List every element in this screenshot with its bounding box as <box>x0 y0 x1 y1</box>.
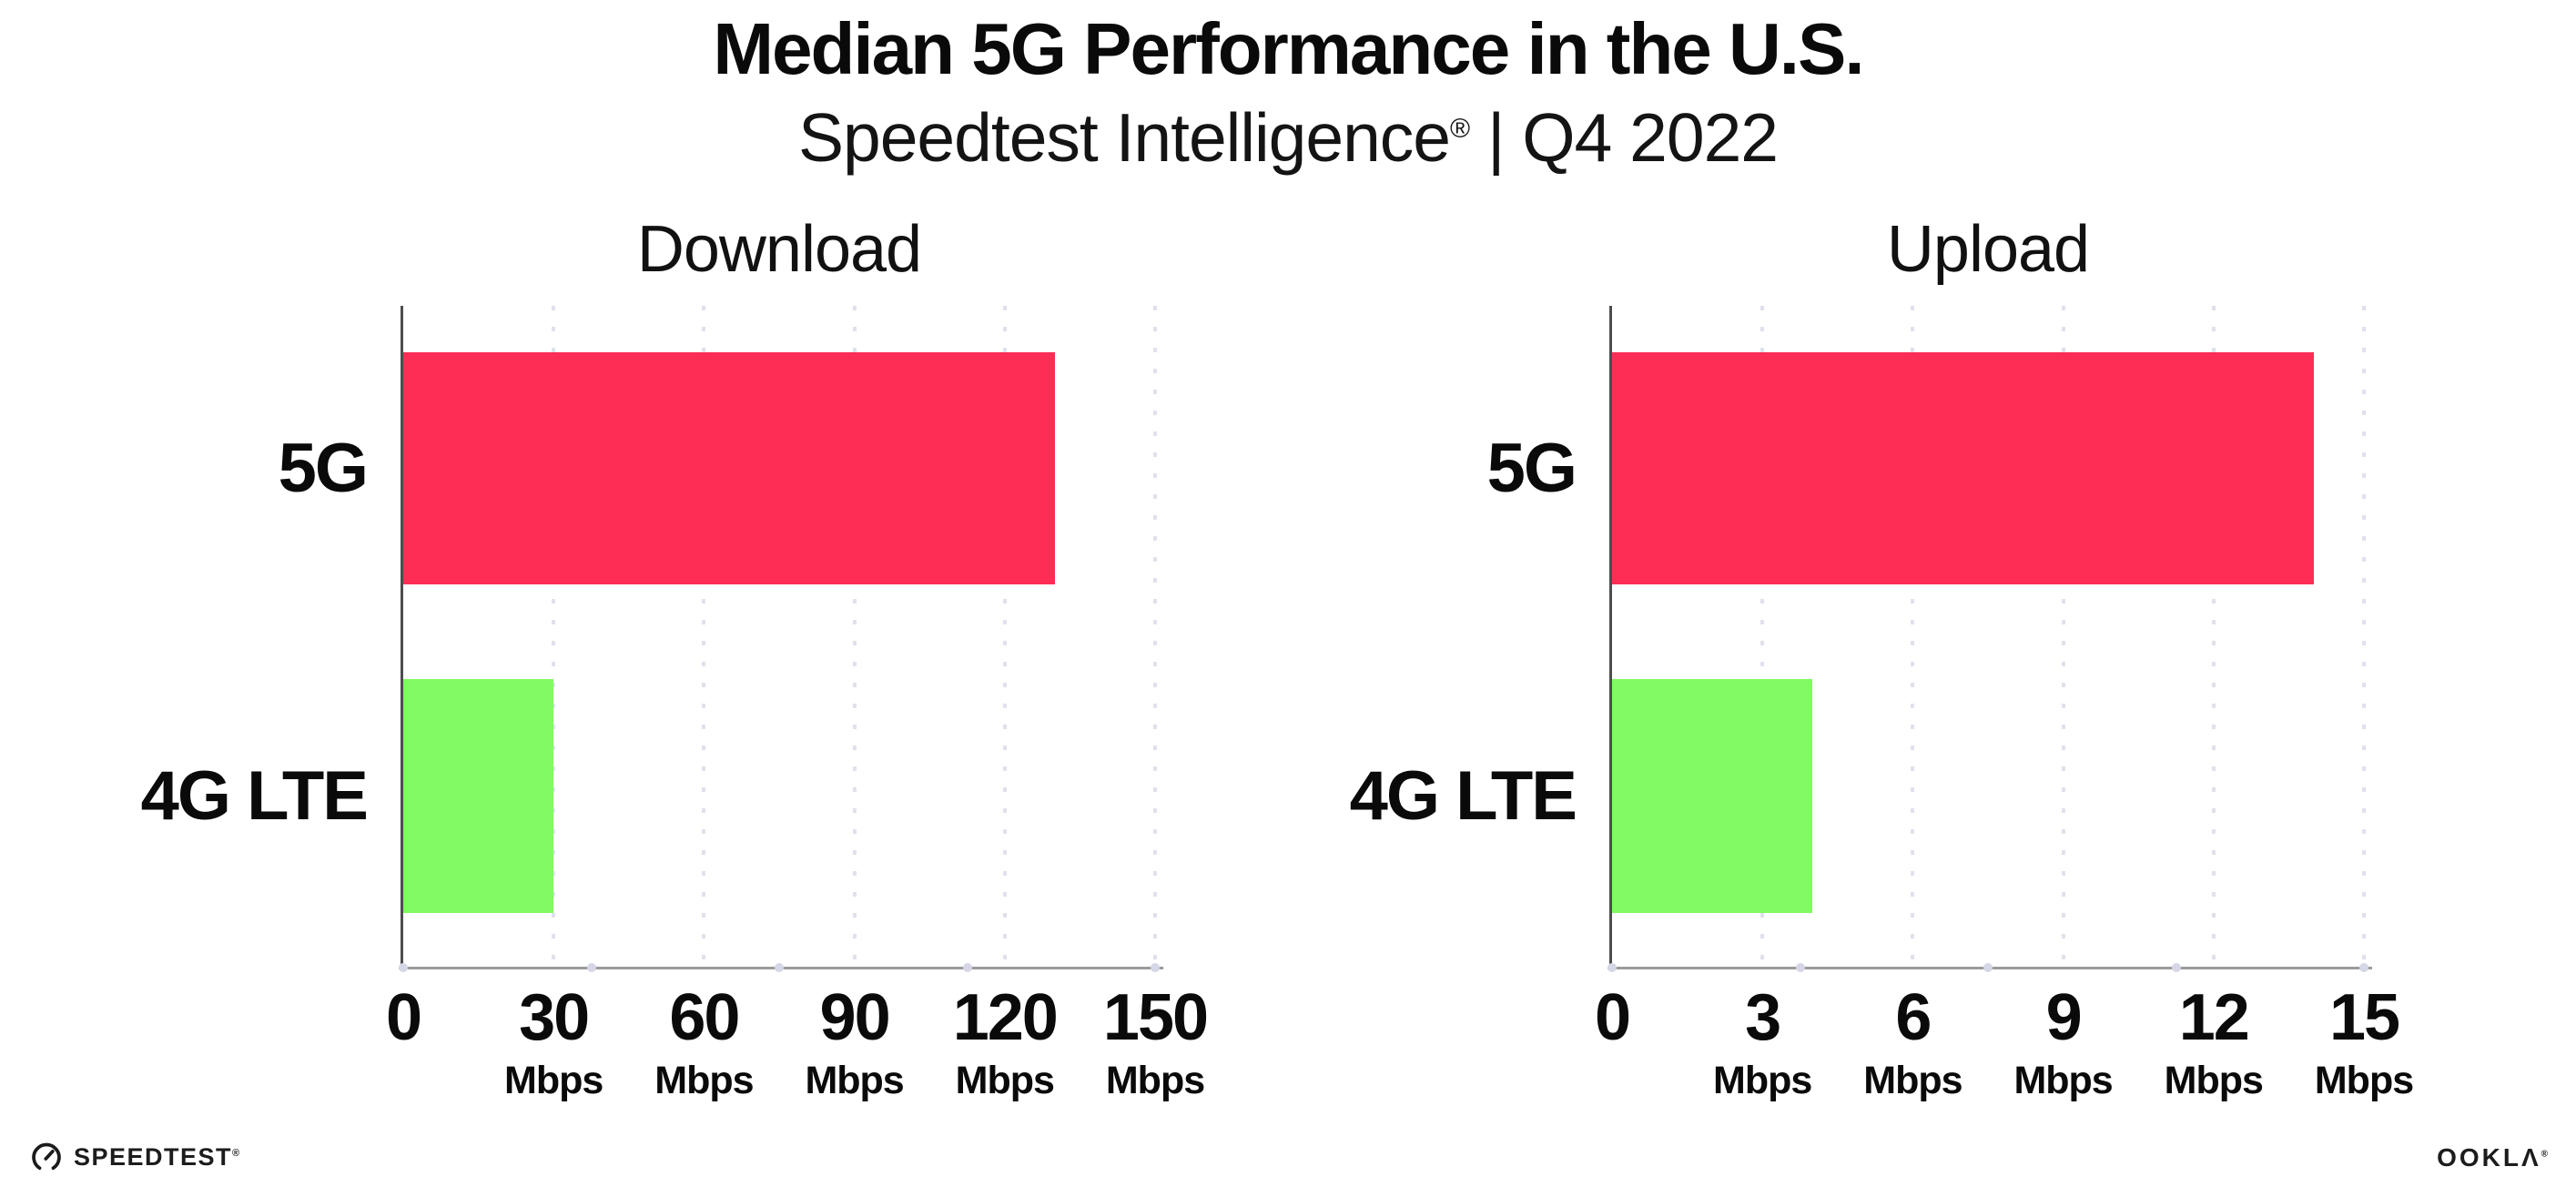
x-tick-value: 9 <box>2045 981 2083 1054</box>
x-tick-value: 90 <box>819 981 891 1054</box>
page-title: Median 5G Performance in the U.S. <box>713 8 1864 89</box>
x-tick-unit: Mbps <box>1713 1058 1812 1102</box>
x-tick-6: 6 Mbps <box>1826 981 1999 1102</box>
bar-label-5g: 5G <box>1486 430 1577 507</box>
axis-quarter-dot <box>1983 963 1993 972</box>
speedtest-logo: SPEEDTEST® <box>31 1140 241 1174</box>
x-tick-60: 60 Mbps <box>617 981 790 1102</box>
axis-quarter-dot <box>1795 963 1805 972</box>
x-tick-unit <box>1526 1061 1699 1101</box>
x-tick-unit: Mbps <box>1863 1058 1962 1102</box>
x-tick-0: 0 <box>317 981 490 1101</box>
axis-quarter-dot <box>775 963 784 972</box>
gridline-15-Mbps <box>2362 306 2366 968</box>
axis-quarter-dot <box>962 963 972 972</box>
subtitle-brand: Speedtest Intelligence <box>797 99 1451 176</box>
download-chart-panel: Download 5G 4G LTE 0 30 Mbps 60 Mbps 90 Mbps 120 M… <box>141 217 1209 1100</box>
gridline-9-Mbps <box>2061 306 2065 968</box>
x-tick-value: 0 <box>1594 981 1631 1054</box>
subtitle-period: | Q4 2022 <box>1469 99 1779 176</box>
axis-quarter-dot <box>586 963 596 972</box>
upload-chart-panel: Upload 5G 4G LTE 0 3 Mbps 6 Mbps 9 Mbps 12 Mbps 15 M… <box>1350 217 2415 1100</box>
axis-quarter-dot <box>2359 963 2368 972</box>
x-tick-9: 9 Mbps <box>1977 981 2150 1102</box>
gridline-90-Mbps <box>852 306 857 968</box>
bar-4g-lte <box>1612 679 1813 913</box>
x-tick-value: 120 <box>952 981 1059 1054</box>
ookla-logo: OOKLΛ® <box>2437 1145 2551 1171</box>
y-axis-line <box>401 306 403 970</box>
chart-title-upload: Upload <box>1886 213 2090 286</box>
gridline-150-Mbps <box>1153 306 1157 968</box>
gridline-30-Mbps <box>552 306 556 968</box>
x-tick-value: 30 <box>519 981 590 1054</box>
x-tick-3: 3 Mbps <box>1676 981 1849 1102</box>
y-axis-line <box>1609 306 1612 970</box>
x-tick-value: 150 <box>1102 981 1209 1054</box>
axis-quarter-dot <box>1607 963 1617 972</box>
x-tick-unit: Mbps <box>2164 1058 2264 1102</box>
x-tick-unit <box>317 1061 490 1101</box>
x-tick-unit: Mbps <box>2314 1058 2414 1102</box>
x-tick-unit: Mbps <box>1105 1058 1205 1102</box>
bar-label-4g-lte: 4G LTE <box>1349 757 1577 835</box>
axis-quarter-dot <box>1151 963 1160 972</box>
x-tick-unit: Mbps <box>504 1058 603 1102</box>
x-tick-value: 6 <box>1895 981 1932 1054</box>
gridline-6-Mbps <box>1911 306 1915 968</box>
speedtest-wordmark-text: SPEEDTEST <box>74 1142 233 1171</box>
x-tick-value: 0 <box>385 981 422 1054</box>
gridline-12-Mbps <box>2211 306 2216 968</box>
x-tick-unit: Mbps <box>2013 1058 2113 1102</box>
x-tick-value: 12 <box>2178 981 2250 1054</box>
bar-label-5g: 5G <box>278 430 369 507</box>
bar-5g <box>403 352 1055 584</box>
gridline-3-Mbps <box>1760 306 1765 968</box>
x-tick-30: 30 Mbps <box>467 981 640 1102</box>
bar-label-4g-lte: 4G LTE <box>140 757 369 835</box>
speedtest-wordmark: SPEEDTEST® <box>74 1142 241 1171</box>
speedtest-gauge-icon <box>31 1141 62 1172</box>
x-tick-value: 3 <box>1745 981 1781 1054</box>
axis-quarter-dot <box>2171 963 2181 972</box>
chart-title-download: Download <box>636 213 922 286</box>
x-tick-15: 15 Mbps <box>2277 981 2450 1102</box>
x-tick-120: 120 Mbps <box>918 981 1091 1102</box>
x-tick-unit: Mbps <box>955 1058 1055 1102</box>
gridline-60-Mbps <box>702 306 706 968</box>
x-tick-0: 0 <box>1526 981 1699 1101</box>
gridline-120-Mbps <box>1002 306 1007 968</box>
x-tick-value: 60 <box>669 981 740 1054</box>
bar-5g <box>1612 352 2314 584</box>
bar-4g-lte <box>403 679 554 913</box>
registered-trademark-mark: ® <box>1450 114 1470 144</box>
speedtest-registered-mark: ® <box>232 1147 241 1159</box>
ookla-wordmark: OOKLΛ® <box>2437 1143 2551 1172</box>
x-tick-12: 12 Mbps <box>2127 981 2300 1102</box>
ookla-registered-mark: ® <box>2541 1149 2551 1160</box>
x-tick-90: 90 Mbps <box>768 981 941 1102</box>
x-tick-unit: Mbps <box>805 1058 904 1102</box>
x-tick-150: 150 Mbps <box>1069 981 1242 1102</box>
ookla-wordmark-text: OOKLΛ <box>2437 1143 2541 1172</box>
x-tick-value: 15 <box>2328 981 2400 1054</box>
page-subtitle: Speedtest Intelligence® | Q4 2022 <box>0 104 2576 172</box>
x-tick-unit: Mbps <box>654 1058 754 1102</box>
axis-quarter-dot <box>399 963 408 972</box>
